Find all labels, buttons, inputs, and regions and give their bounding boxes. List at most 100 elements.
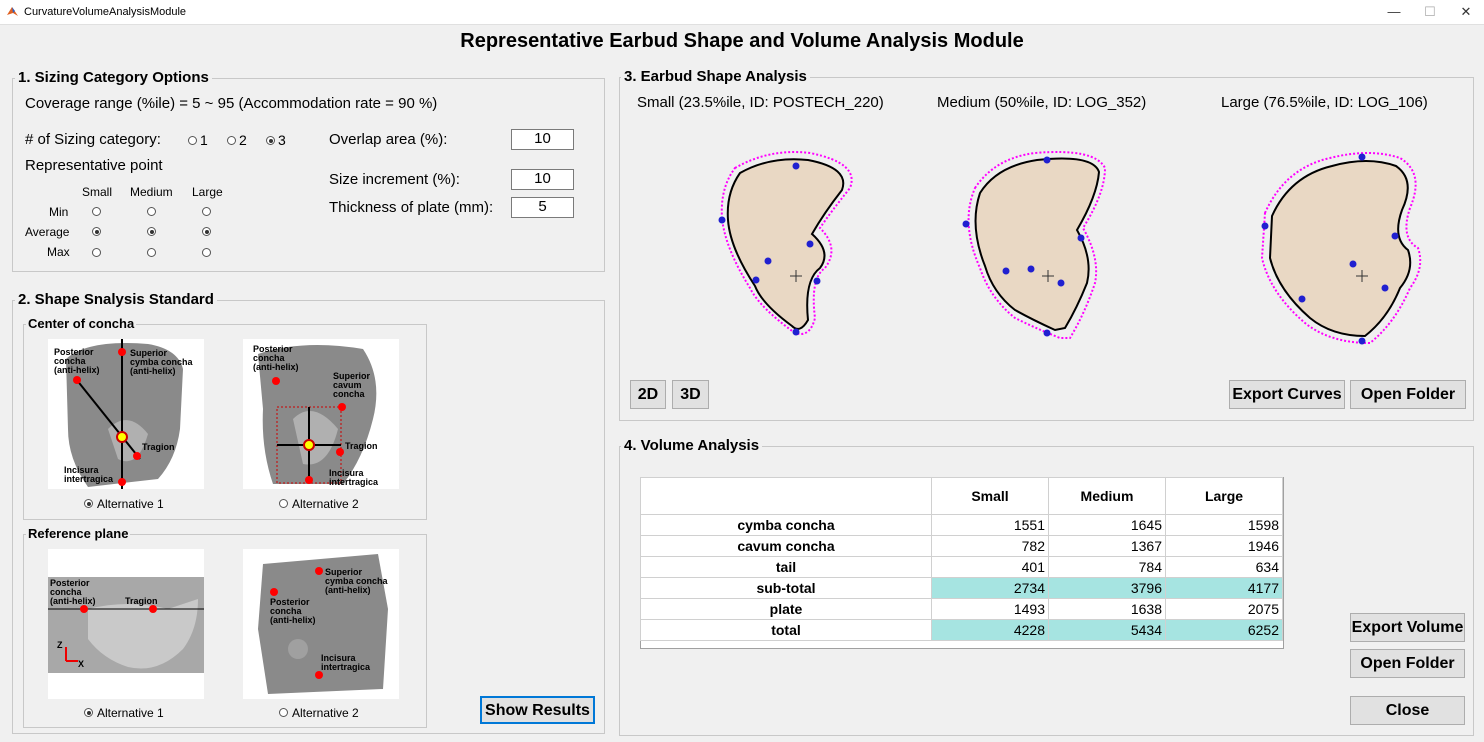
- shape-panel-title: 3. Earbud Shape Analysis: [621, 68, 810, 85]
- volume-table: Small Medium Large cymba concha 1551 164…: [640, 477, 1283, 641]
- column-header: Small: [931, 477, 1049, 515]
- thickness-label: Thickness of plate (mm):: [329, 199, 494, 216]
- title-bar: CurvatureVolumeAnalysisModule — ☐ ✕: [0, 0, 1484, 25]
- label-superior-cymba-4: Superior cymba concha (anti-helix): [325, 567, 388, 595]
- export-volume-button[interactable]: Export Volume: [1350, 613, 1465, 642]
- row-header: tail: [640, 556, 932, 578]
- ref-alt1-image: Posterior concha (anti-helix) Tragion Z …: [48, 549, 204, 699]
- average-large-radio[interactable]: [202, 227, 211, 236]
- medium-earbud-shape: [962, 151, 1107, 339]
- table-row: plate 1493 1638 2075: [640, 598, 1283, 620]
- table-cell[interactable]: 5434: [1048, 619, 1166, 641]
- close-window-button[interactable]: ✕: [1460, 4, 1472, 19]
- overlap-input[interactable]: 10: [511, 129, 574, 150]
- axis-x-label: X: [78, 659, 85, 669]
- 2d-button[interactable]: 2D: [630, 380, 666, 409]
- large-earbud-shape: [1260, 152, 1422, 345]
- table-cell[interactable]: 3796: [1048, 577, 1166, 599]
- label-posterior-concha-2: Posterior concha (anti-helix): [253, 344, 299, 372]
- min-large-radio[interactable]: [202, 207, 211, 216]
- column-header: Large: [1165, 477, 1283, 515]
- label-posterior-concha-4: Posterior concha (anti-helix): [270, 597, 316, 625]
- row-header: cavum concha: [640, 535, 932, 557]
- increment-label: Size increment (%):: [329, 171, 460, 188]
- row-header: sub-total: [640, 577, 932, 599]
- center-of-concha-title: Center of concha: [26, 316, 137, 331]
- max-small-radio[interactable]: [92, 248, 101, 257]
- ref-alt2-image: Superior cymba concha (anti-helix) Poste…: [243, 549, 399, 699]
- table-row: cavum concha 782 1367 1946: [640, 535, 1283, 557]
- minimize-button[interactable]: —: [1387, 4, 1401, 19]
- table-row: sub-total 2734 3796 4177: [640, 577, 1283, 599]
- label-posterior-concha: Posterior concha (anti-helix): [54, 347, 100, 375]
- shape-panel: [619, 77, 1474, 421]
- table-row: tail 401 784 634: [640, 556, 1283, 578]
- label-incisura-2: Incisura intertragica: [329, 468, 379, 487]
- close-button[interactable]: Close: [1350, 696, 1465, 725]
- thickness-input[interactable]: 5: [511, 197, 574, 218]
- row-header: plate: [640, 598, 932, 620]
- table-cell[interactable]: 1645: [1048, 514, 1166, 536]
- representative-point-label: Representative point: [25, 157, 163, 174]
- center-alt2-image: Posterior concha (anti-helix) Superior c…: [243, 339, 399, 489]
- center-alt1-image: Posterior concha (anti-helix) Superior c…: [48, 339, 204, 489]
- table-cell[interactable]: 1638: [1048, 598, 1166, 620]
- table-row: total 4228 5434 6252: [640, 619, 1283, 641]
- table-cell[interactable]: 4228: [931, 619, 1049, 641]
- table-cell[interactable]: 782: [931, 535, 1049, 557]
- column-header: Medium: [1048, 477, 1166, 515]
- reference-plane-title: Reference plane: [26, 526, 131, 541]
- axis-z-label: Z: [57, 640, 63, 650]
- sizing-panel-title: 1. Sizing Category Options: [15, 69, 212, 86]
- corner-cell: [640, 477, 932, 515]
- col-small: Small: [82, 185, 113, 199]
- table-cell[interactable]: 2075: [1165, 598, 1283, 620]
- table-cell[interactable]: 1493: [931, 598, 1049, 620]
- table-cell[interactable]: 401: [931, 556, 1049, 578]
- medium-shape-label: Medium (50%ile, ID: LOG_352): [937, 94, 1147, 111]
- row-header: cymba concha: [640, 514, 932, 536]
- open-folder-shape-button[interactable]: Open Folder: [1350, 380, 1466, 409]
- standard-panel-title: 2. Shape Snalysis Standard: [15, 291, 217, 308]
- show-results-button[interactable]: Show Results: [480, 696, 595, 724]
- table-cell[interactable]: 2734: [931, 577, 1049, 599]
- min-small-radio[interactable]: [92, 207, 101, 216]
- label-tragion-2: Tragion: [345, 441, 378, 451]
- maximize-button[interactable]: ☐: [1424, 4, 1436, 19]
- min-medium-radio[interactable]: [147, 207, 156, 216]
- table-cell[interactable]: 4177: [1165, 577, 1283, 599]
- 3d-button[interactable]: 3D: [672, 380, 709, 409]
- main-title: Representative Earbud Shape and Volume A…: [460, 30, 1024, 52]
- label-superior-cymba: Superior cymba concha (anti-helix): [130, 348, 193, 376]
- col-medium: Medium: [130, 185, 173, 199]
- label-tragion-3: Tragion: [125, 596, 158, 606]
- table-cell[interactable]: 6252: [1165, 619, 1283, 641]
- window-title: CurvatureVolumeAnalysisModule: [24, 6, 187, 18]
- increment-input[interactable]: 10: [511, 169, 574, 190]
- reference-plane-group: [23, 534, 427, 728]
- table-row: cymba concha 1551 1645 1598: [640, 514, 1283, 536]
- label-tragion: Tragion: [142, 442, 175, 452]
- max-medium-radio[interactable]: [147, 248, 156, 257]
- large-shape-label: Large (76.5%ile, ID: LOG_106): [1221, 94, 1428, 111]
- label-incisura: Incisura intertragica: [64, 465, 114, 484]
- table-cell[interactable]: 1946: [1165, 535, 1283, 557]
- table-cell[interactable]: 1598: [1165, 514, 1283, 536]
- small-shape-label: Small (23.5%ile, ID: POSTECH_220): [637, 94, 884, 111]
- max-large-radio[interactable]: [202, 248, 211, 257]
- overlap-label: Overlap area (%):: [329, 131, 448, 148]
- average-medium-radio[interactable]: [147, 227, 156, 236]
- open-folder-volume-button[interactable]: Open Folder: [1350, 649, 1465, 678]
- table-cell[interactable]: 784: [1048, 556, 1166, 578]
- average-small-radio[interactable]: [92, 227, 101, 236]
- row-average: Average: [25, 225, 70, 239]
- label-superior-cavum: Superior cavum concha: [333, 371, 371, 399]
- sizing-panel: [12, 78, 605, 272]
- table-cell[interactable]: 1551: [931, 514, 1049, 536]
- table-cell[interactable]: 1367: [1048, 535, 1166, 557]
- table-cell[interactable]: 634: [1165, 556, 1283, 578]
- center-of-concha-group: [23, 324, 427, 520]
- row-max: Max: [47, 245, 70, 259]
- export-curves-button[interactable]: Export Curves: [1229, 380, 1345, 409]
- small-earbud-shape: [718, 151, 853, 336]
